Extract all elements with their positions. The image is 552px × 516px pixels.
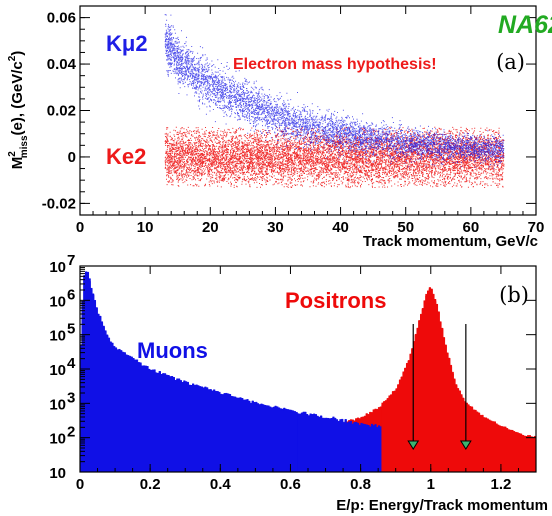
panel-b-y-tick-label: 10	[49, 431, 66, 448]
panel-b-x-tick-label: 0.8	[350, 476, 371, 493]
panel-b-y-tick-label: 10	[49, 396, 66, 413]
panel-b-tag: (b)	[499, 283, 529, 307]
muons-histogram-low	[79, 271, 298, 473]
panel-a-x-axis-label: Track momentum, GeV/c	[363, 233, 538, 250]
panel-a-x-tick-label: 20	[202, 219, 219, 236]
panel-a-x-tick-label: 0	[76, 219, 84, 236]
panel-a-x-tick-label: 50	[397, 219, 414, 236]
panel-b-y-tick-exponent: 7	[67, 252, 75, 269]
panel-a-y-tick-label: 0.06	[47, 10, 76, 27]
panel-b-y-tick-label: 10	[49, 293, 66, 310]
ke2-label: Ke2	[106, 144, 146, 169]
kmu2-label: Kμ2	[106, 31, 148, 56]
panel-b-y-tick-exponent: 6	[67, 286, 75, 303]
panel-a-x-tick-label: 10	[137, 219, 154, 236]
cut-arrow-head	[407, 440, 420, 450]
panel-a-y-tick-label: 0.02	[47, 103, 76, 120]
panel-b-y-tick-exponent: 4	[67, 355, 76, 372]
panel-a-x-tick-label: 40	[332, 219, 349, 236]
panel-b-x-tick-label: 0	[76, 476, 84, 493]
panel-a-x-tick-label: 60	[463, 219, 480, 236]
hypothesis-label: Electron mass hypothesis!	[233, 56, 437, 73]
panel-b-y-tick-label: 10	[49, 328, 66, 345]
panel-b-y-tick-label: 10	[49, 259, 66, 276]
positrons-peak	[381, 287, 537, 473]
panel-b-y-tick-label: 10	[49, 465, 66, 482]
panel-b-x-tick-label: 0.6	[280, 476, 301, 493]
panel-a-y-tick-label: -0.02	[42, 195, 76, 212]
cut-arrow-head	[459, 440, 472, 450]
muons-label: Muons	[137, 338, 208, 363]
panel-a-x-tick-label: 70	[528, 219, 545, 236]
panel-a-scatter-points	[164, 14, 505, 189]
panel-b-y-tick-exponent: 3	[67, 389, 75, 406]
panel-b-x-tick-label: 0.2	[140, 476, 161, 493]
panel-b-cut-markers	[407, 324, 472, 450]
panel-b-y-tick-label: 10	[49, 362, 66, 379]
panel-b-y-tick-exponent: 2	[67, 424, 75, 441]
panel-a-y-axis-label: M2miss(e), (GeV/c2)	[7, 51, 30, 170]
panel-a-x-tick-label: 30	[267, 219, 284, 236]
panel-b-x-tick-label: 0.4	[210, 476, 232, 493]
panel-a-y-tick-label: 0.04	[47, 56, 77, 73]
panel-b-y-tick-exponent: 5	[67, 321, 75, 338]
panel-b-x-tick-label: 1.2	[490, 476, 511, 493]
panel-a-tag: (a)	[496, 50, 525, 74]
panel-b-x-axis-label: E/p: Energy/Track momentum	[336, 497, 548, 514]
panel-a-y-tick-label: 0	[68, 149, 76, 166]
experiment-label: NA62	[498, 11, 552, 39]
panel-b-x-tick-label: 1	[427, 476, 435, 493]
positrons-label: Positrons	[285, 288, 386, 313]
